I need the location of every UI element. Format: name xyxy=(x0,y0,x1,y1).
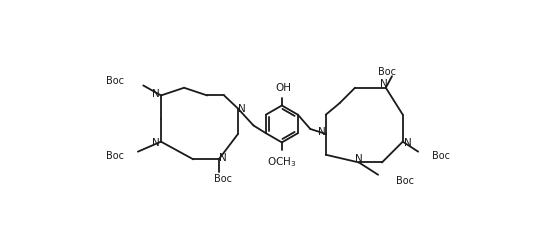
Text: OCH$_3$: OCH$_3$ xyxy=(267,156,296,169)
Text: N: N xyxy=(152,89,160,99)
Text: N: N xyxy=(404,138,411,148)
Text: Boc: Boc xyxy=(106,76,124,86)
Text: Boc: Boc xyxy=(106,151,124,161)
Text: Boc: Boc xyxy=(214,174,232,184)
Text: N: N xyxy=(219,153,227,163)
Text: N: N xyxy=(318,127,326,137)
Text: N: N xyxy=(355,154,363,164)
Text: OH: OH xyxy=(276,83,292,93)
Text: Boc: Boc xyxy=(378,67,397,77)
Text: N: N xyxy=(381,79,388,89)
Text: N: N xyxy=(238,104,246,114)
Text: Boc: Boc xyxy=(432,151,450,161)
Text: Boc: Boc xyxy=(396,176,414,186)
Text: N: N xyxy=(152,138,160,148)
